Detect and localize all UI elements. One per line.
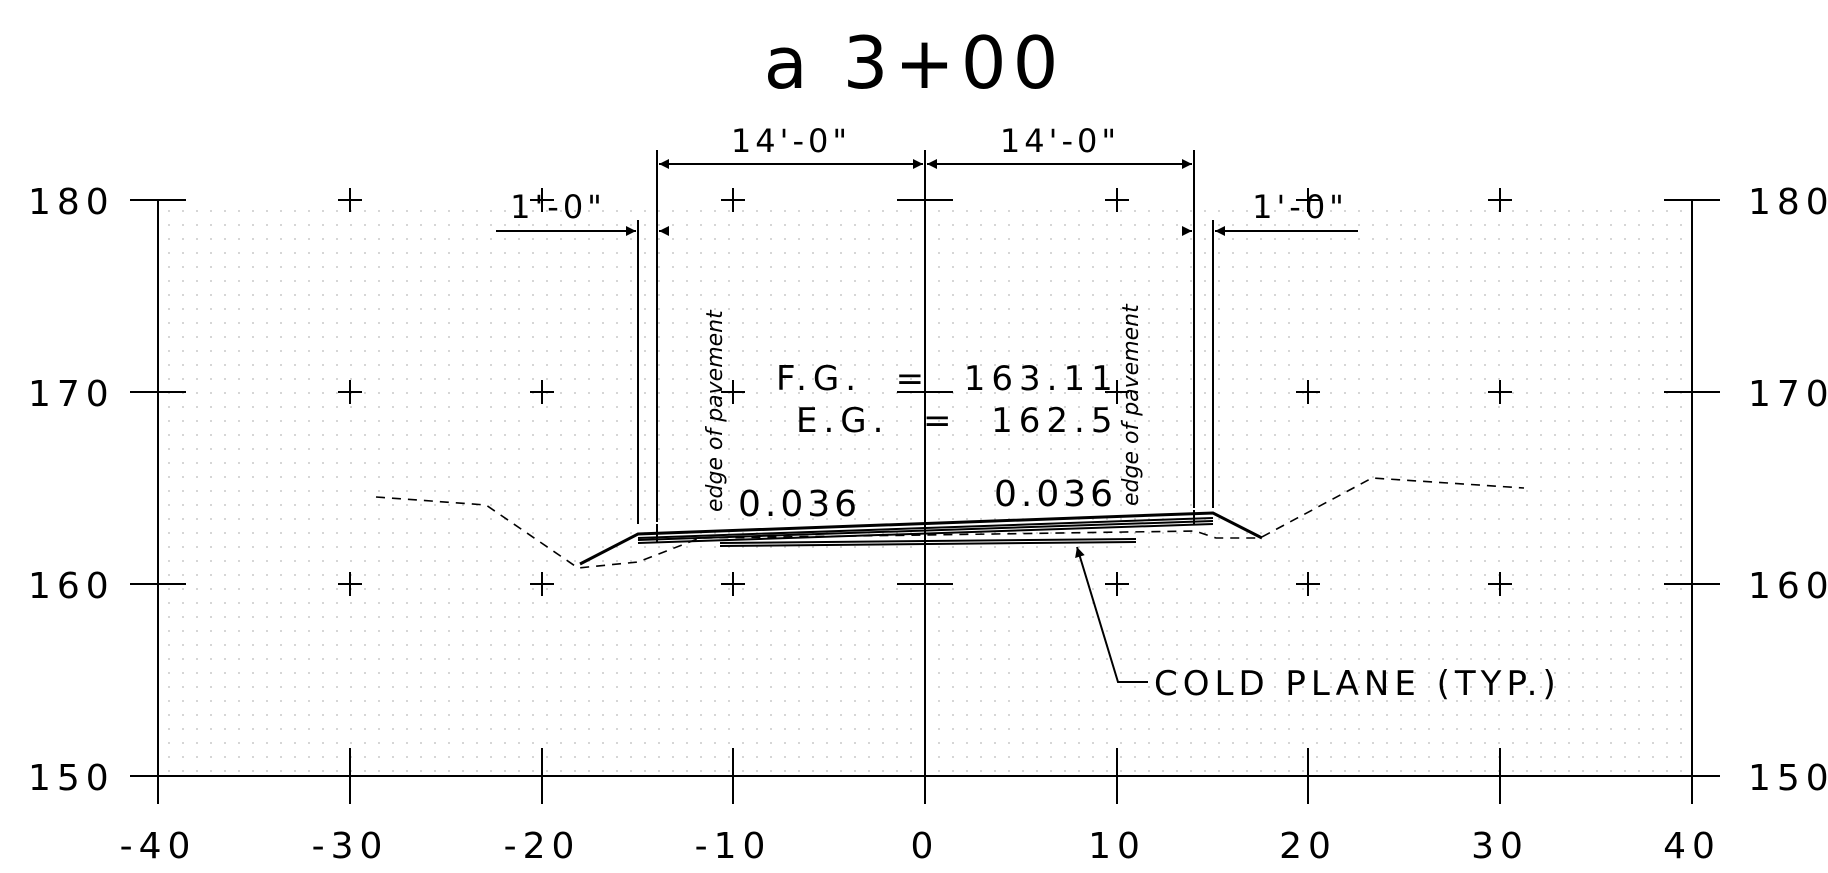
grid-cross bbox=[1488, 188, 1512, 212]
shoulder-left-width-label: 1'-0" bbox=[510, 188, 606, 226]
grid-cross bbox=[530, 572, 554, 596]
grid-cross bbox=[530, 188, 554, 212]
pavement-top-line bbox=[637, 517, 1214, 539]
section-title: a 3+00 bbox=[764, 21, 1065, 105]
existing-grade-label: E.G. = 162.5 bbox=[796, 401, 1119, 441]
edge-of-pavement-left-label: edge of pavement bbox=[703, 309, 728, 512]
grid-cross bbox=[721, 188, 745, 212]
cold-plane-leader bbox=[1075, 546, 1148, 683]
y-label-180-left: 180 bbox=[28, 182, 115, 223]
cold-plane-bottom-line bbox=[719, 538, 1137, 544]
grid-cross bbox=[1296, 572, 1320, 596]
pavement-layer-line bbox=[637, 520, 1214, 541]
shoulder-right-width-label: 1'-0" bbox=[1252, 188, 1348, 226]
y-ticks bbox=[130, 199, 1720, 585]
grid-cross bbox=[338, 380, 362, 404]
y-label-160-left: 160 bbox=[28, 566, 115, 607]
existing-ground-line bbox=[375, 477, 1525, 569]
y-label-170-right: 170 bbox=[1748, 374, 1828, 415]
grid-cross bbox=[338, 188, 362, 212]
grid-crosses bbox=[338, 188, 1512, 596]
x-label-40: 40 bbox=[1663, 826, 1721, 867]
pavement-layer-line-2 bbox=[637, 523, 1214, 544]
y-label-160-right: 160 bbox=[1748, 566, 1828, 607]
cold-plane-callout-label: COLD PLANE (TYP.) bbox=[1154, 664, 1561, 704]
x-label-0: 0 bbox=[911, 826, 940, 867]
slope-right-label: 0.036 bbox=[994, 474, 1117, 515]
grid-cross bbox=[1488, 572, 1512, 596]
lane-right-width-label: 14'-0" bbox=[1000, 122, 1120, 160]
y-label-150-right: 150 bbox=[1748, 758, 1828, 799]
grid-cross bbox=[721, 380, 745, 404]
cold-plane-bottom-line-2 bbox=[719, 541, 1137, 547]
finished-grade-label: F.G. = 163.11 bbox=[776, 359, 1119, 399]
pavement-section bbox=[579, 510, 1263, 566]
y-label-170-left: 170 bbox=[28, 374, 115, 415]
grid-cross bbox=[1488, 380, 1512, 404]
y-label-150-left: 150 bbox=[28, 758, 115, 799]
x-label-30: 30 bbox=[1471, 826, 1529, 867]
x-label-minus40: -40 bbox=[120, 826, 197, 867]
grid-cross bbox=[1296, 188, 1320, 212]
slope-left-label: 0.036 bbox=[738, 484, 861, 525]
edge-of-pavement-right-label: edge of pavement bbox=[1119, 303, 1144, 506]
grid-cross bbox=[1105, 572, 1129, 596]
shoulder-dimensions bbox=[496, 220, 1358, 524]
x-label-minus30: -30 bbox=[312, 826, 389, 867]
grid-cross bbox=[1296, 380, 1320, 404]
x-ticks bbox=[157, 748, 1693, 804]
grid-cross bbox=[338, 572, 362, 596]
grid-cross bbox=[1105, 380, 1129, 404]
finished-grade-line bbox=[579, 511, 1263, 566]
grid-cross bbox=[1105, 188, 1129, 212]
x-label-minus10: -10 bbox=[695, 826, 772, 867]
grid-cross bbox=[530, 380, 554, 404]
x-label-minus20: -20 bbox=[504, 826, 581, 867]
x-label-20: 20 bbox=[1279, 826, 1337, 867]
lane-dimensions bbox=[656, 150, 1195, 522]
x-label-10: 10 bbox=[1088, 826, 1146, 867]
lane-left-width-label: 14'-0" bbox=[731, 122, 851, 160]
grid-cross bbox=[721, 572, 745, 596]
y-label-180-right: 180 bbox=[1748, 182, 1828, 223]
